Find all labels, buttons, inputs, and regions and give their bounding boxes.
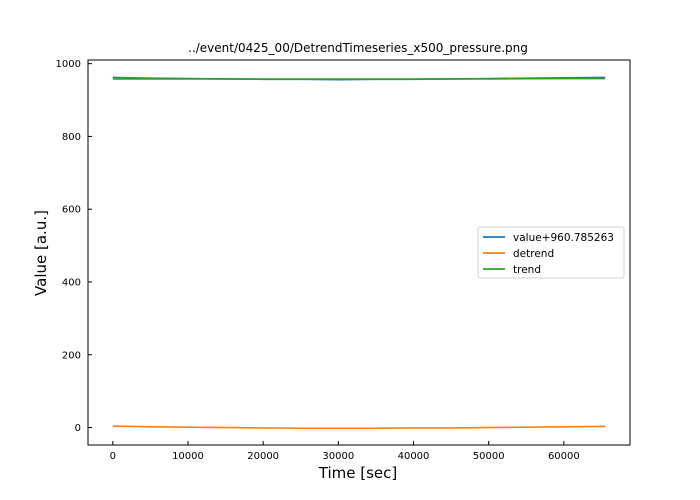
x-tick-label: 0 (110, 451, 116, 462)
y-axis-label: Value [a.u.] (32, 210, 50, 296)
y-tick-label: 200 (62, 350, 81, 361)
x-tick-label: 30000 (322, 451, 354, 462)
y-tick-label: 1000 (56, 59, 81, 70)
x-tick-label: 10000 (172, 451, 204, 462)
series-line-2 (112, 77, 606, 80)
x-axis-label: Time [sec] (318, 464, 397, 482)
x-tick-label: 40000 (398, 451, 430, 462)
legend-box (477, 226, 625, 279)
plot-frame (87, 59, 631, 446)
x-tick-label: 20000 (247, 451, 279, 462)
x-tick-label: 50000 (473, 451, 505, 462)
y-tick-label: 600 (62, 205, 81, 216)
legend: value+960.785263 detrend trend (477, 226, 625, 279)
legend-entry: value+960.785263 (513, 232, 614, 244)
y-tick-label: 400 (62, 277, 81, 288)
x-tick-label: 60000 (548, 451, 580, 462)
chart-title: ../event/0425_00/DetrendTimeseries_x500_… (188, 41, 528, 55)
y-tick-label: 800 (62, 132, 81, 143)
series-line-1 (112, 425, 606, 430)
y-tick-label: 0 (75, 423, 81, 434)
legend-entry: trend (513, 264, 541, 276)
legend-entry: detrend (513, 248, 554, 260)
